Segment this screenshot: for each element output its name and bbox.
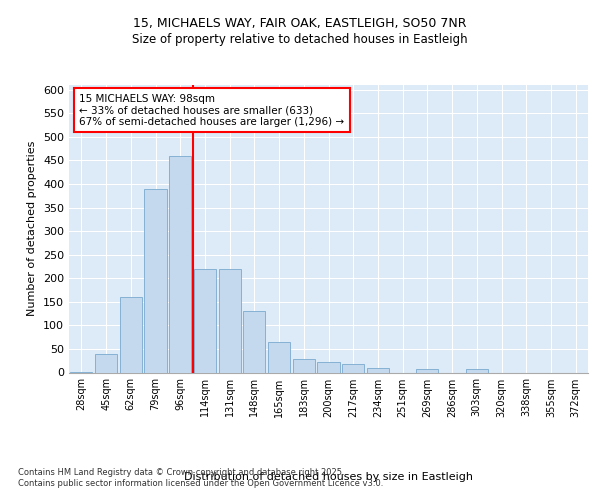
Bar [466,368,488,372]
Y-axis label: Number of detached properties: Number of detached properties [28,141,37,316]
Bar [416,368,439,372]
Bar [317,362,340,372]
Bar [218,269,241,372]
Bar [119,297,142,372]
Bar [243,311,265,372]
Bar [293,360,315,372]
X-axis label: Distribution of detached houses by size in Eastleigh: Distribution of detached houses by size … [184,472,473,482]
Bar [268,342,290,372]
Text: Contains HM Land Registry data © Crown copyright and database right 2025.
Contai: Contains HM Land Registry data © Crown c… [18,468,383,487]
Text: 15, MICHAELS WAY, FAIR OAK, EASTLEIGH, SO50 7NR: 15, MICHAELS WAY, FAIR OAK, EASTLEIGH, S… [133,18,467,30]
Text: 15 MICHAELS WAY: 98sqm
← 33% of detached houses are smaller (633)
67% of semi-de: 15 MICHAELS WAY: 98sqm ← 33% of detached… [79,94,344,127]
Bar [367,368,389,372]
Text: Size of property relative to detached houses in Eastleigh: Size of property relative to detached ho… [132,32,468,46]
Bar [169,156,191,372]
Bar [145,188,167,372]
Bar [342,364,364,372]
Bar [194,269,216,372]
Bar [95,354,117,372]
